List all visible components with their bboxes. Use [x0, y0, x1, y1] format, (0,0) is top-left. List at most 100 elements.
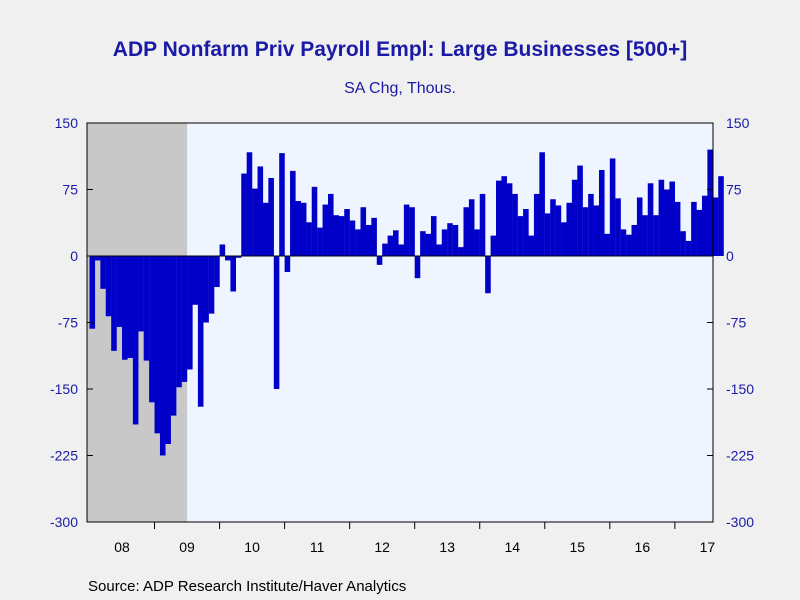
bar	[241, 173, 247, 256]
bar	[365, 224, 372, 256]
bar	[636, 197, 643, 256]
x-tick-label: 13	[439, 539, 455, 555]
bar	[631, 224, 638, 256]
bar	[593, 205, 600, 256]
x-tick-label: 16	[635, 539, 651, 555]
bar	[376, 256, 383, 265]
bar	[349, 220, 356, 256]
bar	[235, 256, 242, 258]
bar	[468, 199, 475, 256]
bar-series	[89, 149, 724, 456]
bar	[566, 202, 573, 256]
y-axis-ticks: 150 150 75 75 0 0 -75 -75 -150 -150 -225 -225 -300 -3…	[50, 115, 754, 530]
bar	[116, 256, 123, 327]
x-tick-label: 17	[700, 539, 716, 555]
bar	[512, 193, 518, 256]
bar	[642, 215, 648, 256]
bar	[533, 193, 540, 256]
bar	[452, 224, 459, 256]
bar	[528, 235, 535, 256]
chart-title: ADP Nonfarm Priv Payroll Empl: Large Bus…	[112, 38, 688, 61]
bar	[517, 216, 524, 256]
x-axis-ticks: 08 09 10 11 12 13 14 15 16 17	[114, 522, 715, 555]
bar	[268, 177, 274, 256]
bar	[441, 229, 448, 256]
bar	[295, 201, 302, 256]
bar	[203, 256, 209, 323]
bar	[252, 188, 258, 256]
bar	[89, 256, 96, 329]
bar	[604, 233, 610, 256]
y-tick-label-left: 150	[55, 115, 79, 131]
y-tick-label-left: -75	[58, 315, 78, 331]
x-tick-label: 11	[310, 539, 325, 555]
bar	[105, 256, 112, 317]
bar	[685, 240, 692, 256]
bar	[225, 256, 231, 261]
bar	[403, 204, 410, 256]
bar	[701, 195, 708, 256]
bar	[485, 256, 491, 294]
bar	[680, 231, 686, 256]
bar	[143, 256, 150, 361]
bar	[138, 256, 144, 332]
bar	[290, 170, 296, 256]
bar	[436, 244, 442, 256]
x-tick-label: 12	[374, 539, 390, 555]
bar	[170, 256, 177, 416]
y-tick-label-right: -150	[726, 381, 754, 397]
bar	[620, 229, 627, 256]
bar	[149, 256, 155, 403]
bar	[273, 256, 280, 389]
bar	[474, 229, 480, 256]
bar	[262, 202, 269, 256]
bar	[555, 205, 562, 256]
x-tick-label: 14	[504, 539, 520, 555]
bar	[712, 197, 719, 256]
bar	[615, 198, 621, 256]
bar	[561, 222, 567, 256]
bar	[669, 181, 676, 256]
bar	[691, 201, 697, 256]
bar	[588, 193, 594, 256]
bar	[696, 209, 703, 256]
bar	[197, 256, 204, 407]
y-tick-label-right: -225	[726, 448, 754, 464]
chart-subtitle: SA Chg, Thous.	[344, 80, 456, 97]
bar	[360, 207, 367, 256]
y-tick-label-right: -300	[726, 514, 754, 530]
bar	[284, 256, 291, 272]
bar	[609, 158, 616, 256]
bar	[165, 256, 171, 444]
bar	[311, 186, 318, 256]
bar	[550, 199, 556, 256]
bar	[479, 193, 486, 256]
bar	[344, 209, 350, 256]
bar	[230, 256, 236, 292]
bar	[626, 234, 632, 256]
bar	[317, 227, 323, 256]
bar	[154, 256, 161, 434]
bar	[430, 216, 437, 256]
bar	[463, 207, 470, 256]
bar	[181, 256, 188, 382]
bar	[159, 256, 166, 456]
y-tick-label-left: -150	[50, 381, 78, 397]
bar	[187, 256, 193, 370]
bar	[490, 235, 497, 256]
bar	[192, 256, 199, 305]
bar	[176, 256, 182, 388]
bar	[653, 215, 659, 256]
bar	[707, 149, 713, 256]
bar	[214, 256, 220, 288]
bar	[306, 222, 312, 256]
bar	[425, 233, 432, 256]
x-tick-label: 08	[114, 539, 130, 555]
bar	[333, 215, 339, 256]
bar	[458, 247, 464, 256]
y-tick-label-left: 75	[62, 182, 78, 198]
bar	[598, 169, 605, 256]
bar	[420, 231, 426, 256]
y-tick-label-left: -225	[50, 448, 78, 464]
